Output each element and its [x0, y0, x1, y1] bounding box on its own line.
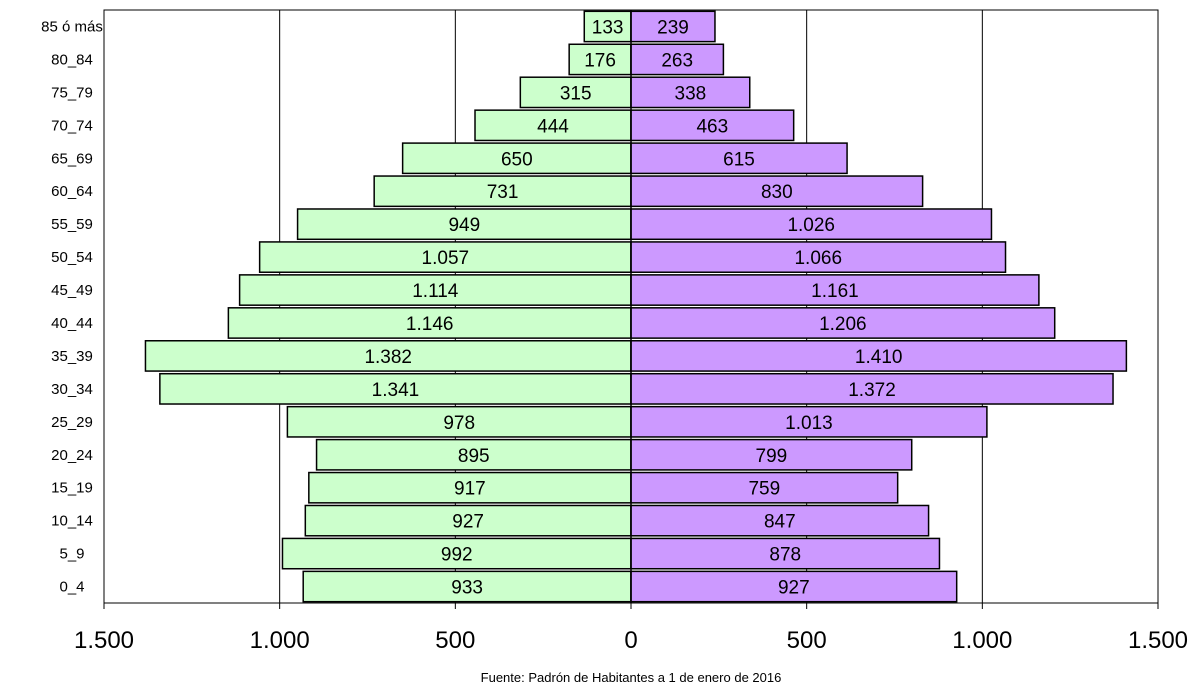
- left-value-label: 1.057: [422, 248, 470, 269]
- category-label: 10_14: [51, 513, 93, 530]
- right-value-label: 1.410: [855, 347, 903, 368]
- left-value-label: 133: [592, 17, 624, 38]
- left-bar-5_9: [281, 537, 632, 570]
- category-label: 50_54: [51, 249, 93, 266]
- right-bar-75_79: [630, 76, 751, 109]
- category-label: 70_74: [51, 117, 93, 134]
- category-label: 55_59: [51, 216, 93, 233]
- left-bar-45_49: [238, 274, 632, 306]
- left-bar-65_69: [401, 142, 632, 175]
- right-value-label: 615: [723, 149, 755, 170]
- left-value-label: 978: [443, 413, 475, 434]
- x-tick-label: 1.500: [74, 627, 134, 654]
- left-value-label: 895: [458, 446, 490, 467]
- right-value-label: 830: [761, 182, 793, 203]
- left-bar-10_14: [304, 504, 632, 537]
- right-value-label: 847: [764, 512, 796, 533]
- source-note: Fuente: Padrón de Habitantes a 1 de ener…: [481, 670, 782, 685]
- right-value-label: 338: [675, 83, 707, 104]
- left-value-label: 731: [487, 182, 519, 203]
- axis-layer: [103, 9, 1159, 609]
- left-value-label: 917: [454, 479, 486, 500]
- left-bar-0_4: [302, 570, 632, 603]
- left-value-label: 1.146: [406, 314, 454, 335]
- right-bar-85-ó-más: [630, 10, 716, 43]
- grid-layer: [279, 10, 983, 603]
- x-tick-label: 1.500: [1128, 627, 1188, 654]
- left-value-label: 650: [501, 149, 533, 170]
- right-bar-65_69: [630, 142, 848, 175]
- left-value-label: 992: [441, 545, 473, 566]
- x-tick-label: 500: [435, 627, 475, 654]
- right-bar-50_54: [630, 241, 1007, 273]
- left-value-label: 444: [537, 116, 569, 137]
- category-label: 30_34: [51, 381, 93, 398]
- category-label: 60_64: [51, 183, 93, 200]
- right-value-label: 927: [778, 578, 810, 599]
- x-tick-label: 1.000: [250, 627, 310, 654]
- right-value-label: 759: [748, 479, 780, 500]
- left-bar-40_44: [227, 307, 632, 339]
- right-value-label: 1.206: [819, 314, 867, 335]
- right-bar-40_44: [630, 307, 1056, 339]
- left-bar-85-ó-más: [583, 10, 632, 43]
- left-bar-15_19: [308, 471, 632, 504]
- category-label: 45_49: [51, 282, 93, 299]
- left-value-label: 933: [451, 578, 483, 599]
- left-value-label: 949: [448, 215, 480, 236]
- category-label: 25_29: [51, 414, 93, 431]
- right-bar-5_9: [630, 537, 941, 570]
- x-tick-label: 0: [624, 627, 637, 654]
- category-label: 85 ó más: [41, 18, 103, 35]
- right-value-label: 1.013: [785, 413, 833, 434]
- right-bar-0_4: [630, 570, 958, 603]
- right-value-label: 799: [756, 446, 788, 467]
- right-value-label: 878: [769, 545, 801, 566]
- right-value-label: 1.066: [794, 248, 842, 269]
- right-value-label: 1.372: [848, 380, 896, 401]
- left-value-label: 176: [584, 50, 616, 71]
- right-value-label: 463: [696, 116, 728, 137]
- left-bar-55_59: [296, 208, 632, 241]
- right-value-label: 263: [661, 50, 693, 71]
- right-value-label: 239: [657, 17, 689, 38]
- right-bar-35_39: [630, 340, 1128, 372]
- left-bar-50_54: [258, 241, 632, 273]
- left-bar-60_64: [373, 175, 632, 208]
- category-label: 75_79: [51, 84, 93, 101]
- right-bar-20_24: [630, 438, 913, 471]
- bars-layer: [144, 10, 1128, 603]
- right-value-label: 1.026: [787, 215, 835, 236]
- left-value-label: 927: [452, 512, 484, 533]
- category-label: 80_84: [51, 51, 93, 68]
- left-value-label: 1.114: [412, 281, 459, 302]
- left-value-label: 1.382: [364, 347, 412, 368]
- right-bar-60_64: [630, 175, 924, 208]
- left-value-label: 315: [560, 83, 592, 104]
- labels-layer: 933 992 927 917 895 978 1.341 1.382 1.146 1.114 1.…: [41, 17, 1188, 654]
- category-label: 5_9: [59, 546, 84, 563]
- right-bar-45_49: [630, 274, 1040, 306]
- category-label: 20_24: [51, 447, 93, 464]
- left-value-label: 1.341: [372, 380, 420, 401]
- category-label: 15_19: [51, 480, 93, 497]
- left-bar-25_29: [286, 405, 632, 438]
- x-tick-label: 1.000: [952, 627, 1012, 654]
- right-bar-10_14: [630, 504, 930, 537]
- right-bar-30_34: [630, 372, 1114, 405]
- right-bar-25_29: [630, 405, 988, 438]
- category-label: 0_4: [59, 579, 84, 596]
- x-tick-label: 500: [787, 627, 827, 654]
- category-label: 65_69: [51, 150, 93, 167]
- category-label: 40_44: [51, 315, 93, 332]
- category-label: 35_39: [51, 348, 93, 365]
- right-value-label: 1.161: [811, 281, 859, 302]
- right-bar-55_59: [630, 208, 993, 241]
